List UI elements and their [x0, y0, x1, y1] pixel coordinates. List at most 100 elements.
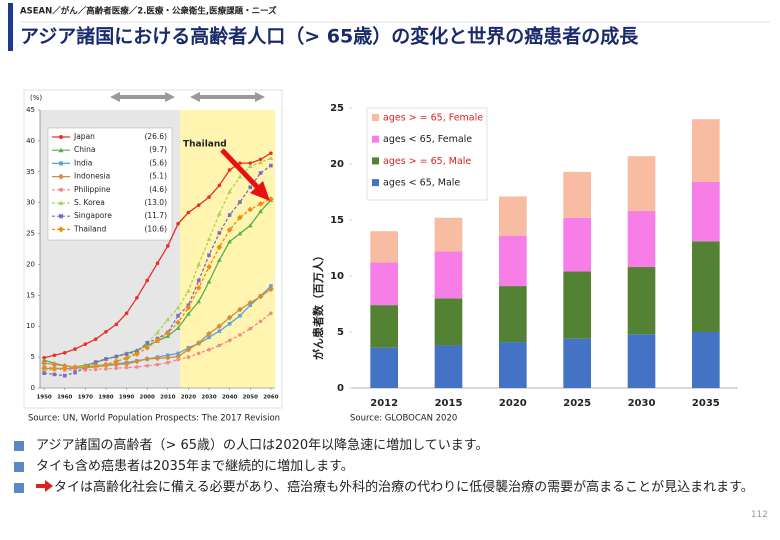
legend-label: ages < 65, Female	[383, 134, 472, 145]
marker	[124, 365, 129, 370]
legend-note: (4.6)	[149, 185, 167, 194]
series-line	[44, 198, 272, 370]
annotation-arrowhead	[250, 181, 270, 201]
marker	[41, 365, 47, 372]
marker	[237, 174, 243, 179]
marker	[269, 311, 273, 316]
legend-note: (9.7)	[149, 145, 167, 154]
bullet-text: タイは高齢化社会に備える必要があり、癌治療も外科的治療の代わりに低侵襲治療の需要…	[54, 480, 754, 495]
marker	[196, 351, 201, 356]
marker	[104, 329, 108, 334]
marker	[59, 161, 63, 166]
x-tick-label: 2020	[499, 398, 527, 409]
legend-note: (13.0)	[144, 198, 167, 207]
marker	[196, 299, 202, 304]
marker	[114, 322, 119, 327]
x-tick-label: 2035	[692, 398, 720, 409]
marker	[237, 231, 243, 236]
bar-segment	[370, 347, 398, 388]
marker	[52, 353, 57, 358]
legend-label: ages > = 65, Male	[383, 156, 471, 167]
marker	[186, 355, 191, 359]
x-tick-label: 2012	[370, 398, 398, 409]
marker	[268, 196, 274, 202]
marker	[58, 200, 64, 205]
legend-swatch	[372, 135, 379, 143]
marker	[73, 370, 77, 375]
marker	[59, 187, 63, 192]
x-tick-label: 1980	[98, 395, 113, 401]
bar-segment	[499, 235, 527, 287]
marker	[41, 357, 47, 362]
y-tick-label: 5	[337, 327, 344, 338]
y-tick-label: 25	[330, 103, 344, 114]
marker	[154, 355, 161, 362]
bar-segment	[692, 332, 720, 388]
legend-box	[47, 127, 173, 241]
marker	[176, 351, 180, 356]
marker	[114, 354, 119, 359]
y-tick-label: 10	[26, 322, 35, 330]
marker	[51, 361, 58, 368]
marker	[247, 223, 253, 228]
bullet-text: タイも含め癌患者は2035年まで継続的に増加します。	[36, 459, 354, 474]
x-tick-label: 2060	[263, 395, 278, 401]
legend-note: (10.6)	[144, 224, 167, 233]
marker	[165, 330, 171, 336]
marker	[62, 373, 67, 378]
marker	[176, 313, 180, 318]
marker	[175, 319, 181, 326]
bar-segment	[563, 338, 591, 388]
bullet: タイも含め癌患者は2035年まで継続的に増加します。	[14, 458, 766, 475]
marker	[248, 161, 253, 165]
bar-segment	[563, 271, 591, 339]
marker	[52, 372, 57, 377]
y-tick-label: 10	[330, 271, 344, 282]
bar-segment	[434, 345, 463, 388]
bar-segment	[370, 305, 398, 348]
legend-label: Japan	[73, 132, 95, 141]
marker	[83, 342, 88, 346]
bar-segment	[627, 211, 656, 268]
y-tick-label: 20	[330, 159, 344, 170]
marker	[93, 367, 98, 372]
marker	[269, 163, 273, 168]
marker	[206, 264, 212, 270]
x-tick-label: 1990	[119, 395, 134, 401]
legend-label: ages > = 65, Female	[383, 113, 483, 124]
y-axis-label: (%)	[30, 94, 42, 102]
marker	[58, 147, 64, 153]
marker	[104, 357, 108, 361]
marker	[175, 325, 181, 330]
y-tick-label: 15	[26, 291, 35, 299]
marker	[165, 333, 171, 338]
marker	[176, 221, 180, 226]
marker	[93, 337, 98, 341]
marker	[248, 185, 253, 190]
marker	[217, 211, 222, 216]
x-tick-label: 2025	[563, 398, 591, 409]
y-tick-label: 15	[330, 215, 344, 226]
marker	[238, 200, 242, 204]
marker	[186, 311, 191, 316]
source: Source: UN, World Population Prospects: …	[28, 414, 280, 424]
marker	[72, 364, 78, 371]
marker	[42, 371, 46, 375]
period-arrows	[110, 92, 265, 102]
marker	[196, 278, 201, 283]
marker	[155, 362, 160, 367]
bar-segment	[499, 196, 527, 236]
marker	[207, 347, 211, 352]
marker	[237, 306, 243, 313]
marker	[217, 343, 222, 348]
marker	[134, 351, 140, 357]
marker	[268, 155, 274, 160]
slide-title: アジア諸国における高齢者人口（> 65歳）の変化と世界の癌患者の成長	[20, 25, 639, 48]
marker	[144, 356, 150, 362]
bullet: アジア諸国の高齢者（> 65歳）の人口は2020年以降急速に増加しています。	[14, 437, 766, 454]
marker	[114, 366, 119, 371]
y-tick-label: 5	[31, 353, 35, 361]
marker	[226, 227, 233, 233]
